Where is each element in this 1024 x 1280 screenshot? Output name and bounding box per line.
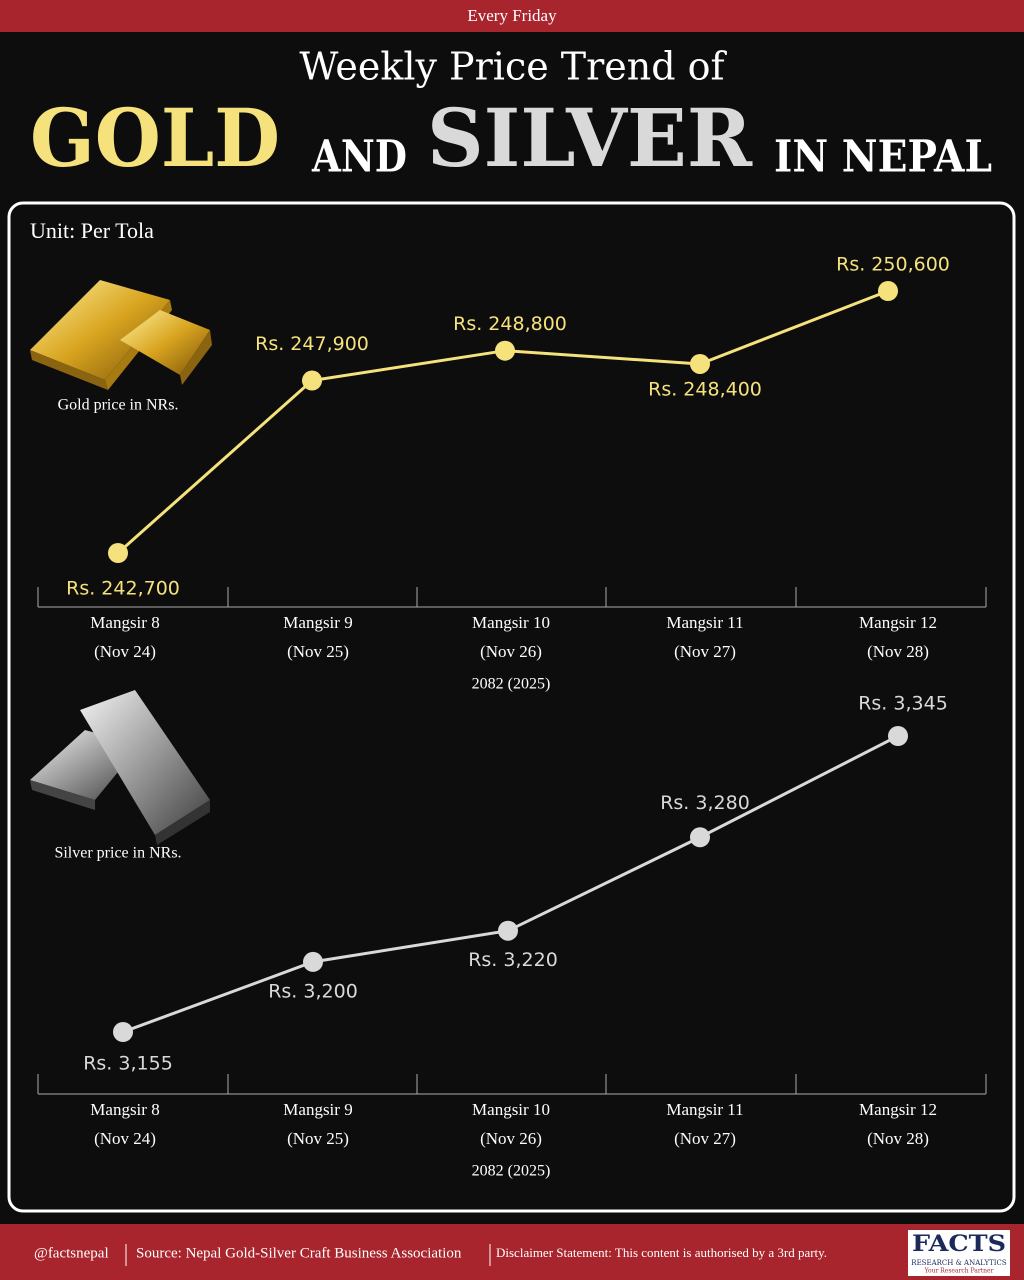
unit: Unit: Per Tola: [30, 218, 154, 243]
logo-box: [908, 1230, 1010, 1276]
value-label: Rs. 3,345: [858, 693, 948, 715]
title-silver: SILVER: [427, 91, 753, 185]
value-label: Rs. 3,280: [660, 792, 750, 814]
x-tick-date: (Nov 28): [867, 642, 929, 661]
x-tick-label: Mangsir 10: [472, 1100, 550, 1119]
x-tick-date: (Nov 25): [287, 642, 349, 661]
value-label: Rs. 242,700: [66, 578, 180, 600]
point: [878, 281, 898, 301]
point: [495, 340, 515, 361]
panel: [7, 201, 1016, 1213]
x-tick-label: Mangsir 12: [859, 1100, 937, 1119]
gold-bars: [30, 280, 212, 390]
value-label: Rs. 247,900: [255, 333, 369, 355]
x-tick-date: (Nov 26): [480, 1129, 542, 1148]
value-label: Rs. 3,200: [268, 980, 358, 1002]
x-tick-date: (Nov 28): [867, 1129, 929, 1148]
point: [303, 951, 323, 972]
logo: FACTS: [912, 1231, 1006, 1257]
logo-sub: RESEARCH & ANALYTICS: [911, 1259, 1007, 1267]
x-tick-date: (Nov 25): [287, 1129, 349, 1148]
logo-tag: Your Research Partner: [924, 1268, 994, 1275]
value-label: Rs. 3,220: [468, 949, 558, 971]
x-tick-label: Mangsir 8: [90, 613, 159, 632]
point: [498, 920, 518, 941]
tag: Every Friday: [467, 6, 557, 25]
x-tick-label: Mangsir 8: [90, 1100, 159, 1119]
x-tick-date: (Nov 24): [94, 642, 156, 661]
handle: @factsnepal: [34, 1245, 109, 1261]
point: [690, 827, 710, 848]
x-tick-label: Mangsir 9: [283, 613, 352, 632]
title-and: AND: [311, 132, 407, 183]
value-label: Rs. 3,155: [83, 1053, 173, 1075]
value-label: Rs. 248,800: [453, 313, 567, 335]
disclaimer: Disclaimer Statement: This content is au…: [496, 1245, 827, 1260]
subtitle: Weekly Price Trend of: [299, 45, 727, 89]
series-label: Gold price in NRs.: [58, 397, 179, 414]
value-label: Rs. 250,600: [836, 254, 950, 276]
point: [108, 543, 128, 563]
x-tick-label: Mangsir 9: [283, 1100, 352, 1119]
x-tick-date: (Nov 27): [674, 1129, 736, 1148]
point: [113, 1022, 133, 1042]
point: [690, 353, 710, 374]
source: Source: Nepal Gold-Silver Craft Business…: [136, 1245, 462, 1261]
silver-bars: [30, 690, 210, 845]
x-tick-date: (Nov 24): [94, 1129, 156, 1148]
x-tick-label: Mangsir 11: [666, 613, 743, 632]
year-label: 2082 (2025): [472, 676, 551, 693]
series-label: Silver price in NRs.: [54, 845, 181, 862]
x-tick-label: Mangsir 12: [859, 613, 937, 632]
x-tick-date: (Nov 26): [480, 642, 542, 661]
year-label: 2082 (2025): [472, 1163, 551, 1180]
footer-band: [0, 1224, 1024, 1280]
x-tick-date: (Nov 27): [674, 642, 736, 661]
top-band: [0, 0, 1024, 32]
value-label: Rs. 248,400: [648, 378, 762, 400]
title-end: IN NEPAL: [774, 132, 992, 183]
point: [888, 726, 908, 746]
point: [302, 370, 322, 391]
x-tick-label: Mangsir 10: [472, 613, 550, 632]
title-gold: GOLD: [30, 91, 280, 185]
x-tick-label: Mangsir 11: [666, 1100, 743, 1119]
